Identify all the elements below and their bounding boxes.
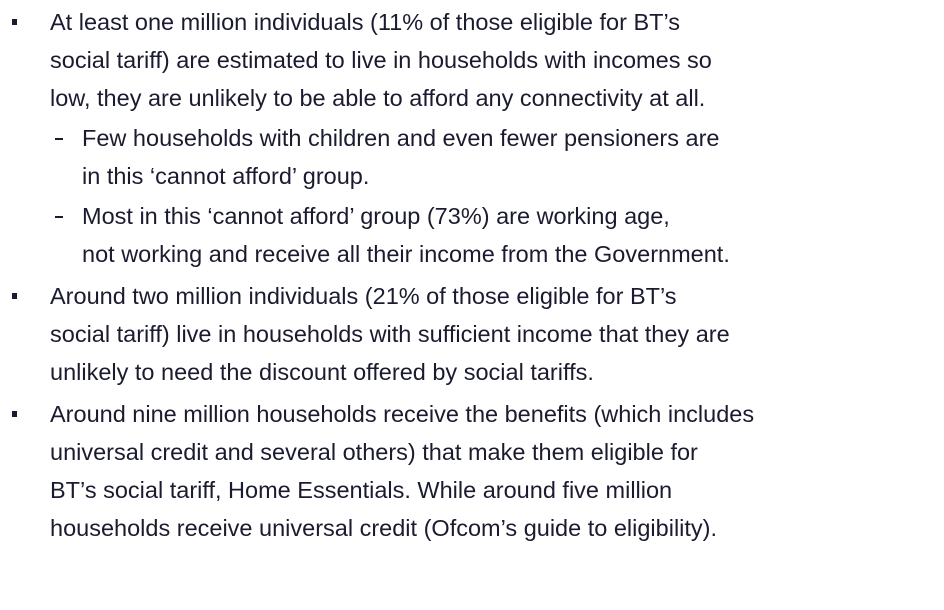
text-line: At least one million individuals (11% of…: [50, 9, 681, 35]
text-line: social tariff) are estimated to live in …: [50, 47, 712, 73]
text-line: Around two million individuals (21% of t…: [50, 283, 677, 309]
text-line: BT’s social tariff, Home Essentials. Whi…: [50, 477, 673, 503]
bullet-item: At least one million individuals (11% of…: [0, 3, 944, 273]
text-line: Around nine million households receive t…: [50, 401, 755, 427]
text-line: in this ‘cannot afford’ group.: [82, 163, 370, 189]
text-line: Most in this ‘cannot afford’ group (73%)…: [82, 203, 670, 229]
sub-bullet-item: Few households with children and even fe…: [50, 119, 944, 195]
text-line: unlikely to need the discount offered by…: [50, 359, 594, 385]
text-line: not working and receive all their income…: [82, 241, 730, 267]
text-line: households receive universal credit (Ofc…: [50, 515, 718, 541]
bullet-item: Around two million individuals (21% of t…: [0, 277, 944, 391]
text-line: Few households with children and even fe…: [82, 125, 720, 151]
text-line: low, they are unlikely to be able to aff…: [50, 85, 706, 111]
text-line: social tariff) live in households with s…: [50, 321, 730, 347]
sub-bullet-item: Most in this ‘cannot afford’ group (73%)…: [50, 197, 944, 273]
bullet-item: Around nine million households receive t…: [0, 395, 944, 547]
text-line: universal credit and several others) tha…: [50, 439, 698, 465]
